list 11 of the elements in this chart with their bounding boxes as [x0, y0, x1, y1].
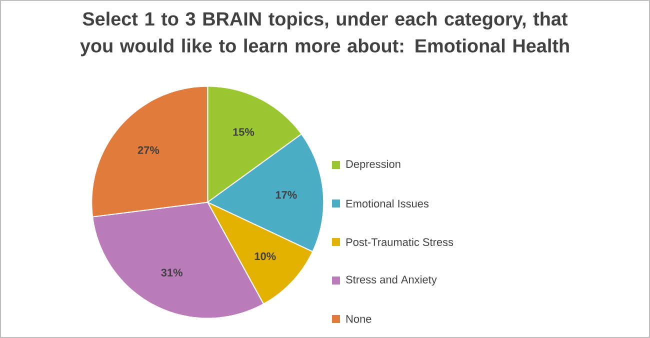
- legend-label: Post-Traumatic Stress: [346, 238, 454, 246]
- data-label: 10%: [254, 252, 276, 260]
- data-label: 17%: [276, 191, 297, 199]
- legend-label: None: [346, 315, 372, 323]
- legend-label: Depression: [346, 160, 400, 170]
- chart-title: Select 1 to 3 BRAIN topics, under each category, that you would like to learn more about: Emotional Health: [80, 12, 569, 56]
- legend-label: Emotional Issues: [346, 199, 429, 208]
- data-label: 31%: [161, 268, 183, 276]
- data-label: 27%: [138, 146, 160, 154]
- legend-label: Stress and Anxiety: [346, 275, 437, 286]
- data-label: 15%: [233, 128, 254, 136]
